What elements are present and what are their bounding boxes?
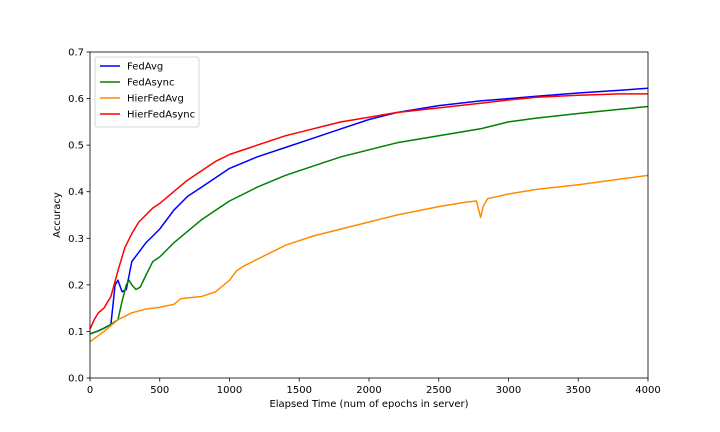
y-tick-label: 0.2 — [68, 280, 84, 291]
x-tick-label: 2500 — [426, 385, 451, 396]
x-axis-label: Elapsed Time (num of epochs in server) — [269, 399, 468, 410]
legend-box — [94, 56, 200, 128]
series-line-fedasync — [89, 105, 649, 335]
legend-entry: FedAsync — [127, 78, 175, 89]
y-tick-label: 0.3 — [68, 234, 84, 245]
x-tick-label: 1000 — [217, 385, 242, 396]
x-tick-label: 2000 — [356, 385, 381, 396]
x-tick-label: 1500 — [287, 385, 312, 396]
axes: 0 500 1000 1500 2000 2500 3000 3500 4000 0.0 0.1 0.… — [68, 48, 661, 397]
y-axis-label: Accuracy — [52, 192, 63, 238]
y-tick-label: 0.0 — [68, 374, 84, 385]
y-tick-label: 0.1 — [68, 327, 84, 338]
x-tick-label: 3500 — [566, 385, 591, 396]
legend-entry: HierFedAsync — [127, 110, 195, 121]
y-tick-label: 0.6 — [68, 94, 84, 105]
x-tick-label: 0 — [87, 385, 93, 396]
y-tick-label: 0.4 — [68, 187, 84, 198]
legend-entry: HierFedAvg — [127, 94, 184, 105]
y-tick-label: 0.5 — [68, 141, 84, 152]
legend-entry: FedAvg — [127, 62, 163, 73]
x-tick-label: 500 — [150, 385, 169, 396]
x-tick-label: 3000 — [496, 385, 521, 396]
series-line-fedavg — [89, 87, 649, 335]
y-tick-label: 0.7 — [68, 48, 84, 59]
series-line-hierfedasync — [89, 93, 648, 330]
series-line-hierfedavg — [89, 174, 649, 343]
plot-lines — [89, 87, 649, 343]
legend: FedAvg FedAsync HierFedAvg HierFedAsync — [94, 56, 200, 128]
x-tick-label: 4000 — [635, 385, 660, 396]
